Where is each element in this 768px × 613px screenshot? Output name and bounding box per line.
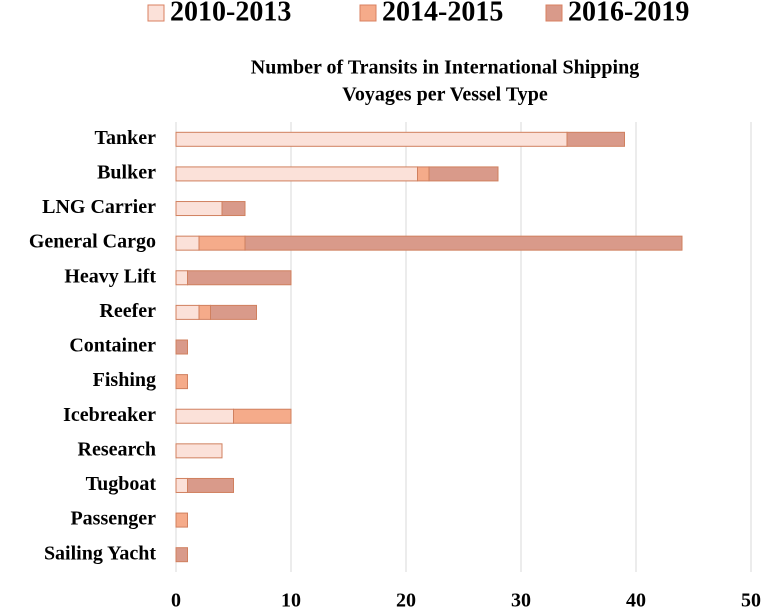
bar-segment <box>175 512 188 528</box>
bar-segment <box>175 374 188 390</box>
x-tick-label: 40 <box>626 590 646 612</box>
y-tick-label: Reefer <box>99 300 156 322</box>
x-tick-label: 30 <box>511 590 531 612</box>
y-tick-label: Passenger <box>70 508 156 530</box>
x-tick-label: 50 <box>741 590 761 612</box>
bar-segment <box>175 270 188 286</box>
chart-subtitle: Voyages per Vessel Type <box>342 84 548 106</box>
bar-segment <box>175 477 188 493</box>
bar-segment <box>244 235 683 251</box>
bar-segment <box>175 339 188 355</box>
bar-segment <box>175 166 418 182</box>
y-tick-label: Sailing Yacht <box>44 542 156 564</box>
legend-swatch <box>359 4 377 22</box>
y-tick-label: Container <box>69 335 156 357</box>
y-tick-label: Heavy Lift <box>64 265 156 287</box>
bar-segment <box>175 304 200 320</box>
y-tick-label: General Cargo <box>29 231 156 253</box>
x-tick-label: 10 <box>281 590 301 612</box>
bar-segment <box>175 201 223 217</box>
bar-segment <box>175 131 568 147</box>
bar-segment <box>175 443 223 459</box>
legend-label: 2010-2013 <box>170 0 291 27</box>
legend-swatch <box>545 4 563 22</box>
y-tick-label: Icebreaker <box>63 404 156 426</box>
y-tick-label: Fishing <box>93 369 156 391</box>
bar-segment <box>210 304 257 320</box>
y-tick-label: Research <box>78 438 157 460</box>
bar-segment <box>187 477 234 493</box>
x-tick-label: 0 <box>171 590 181 612</box>
bar-segment <box>175 235 200 251</box>
y-tick-label: Bulker <box>97 162 156 184</box>
bar-segment <box>198 235 246 251</box>
bar-segment <box>175 547 188 563</box>
chart-title: Number of Transits in International Ship… <box>251 57 639 79</box>
bar-segment <box>221 201 246 217</box>
bar-segment <box>233 408 292 424</box>
y-tick-label: LNG Carrier <box>42 196 156 218</box>
bar-segment <box>428 166 499 182</box>
bar-segment <box>187 270 292 286</box>
bar-segment <box>175 408 234 424</box>
x-tick-label: 20 <box>396 590 416 612</box>
bar-segment <box>417 166 430 182</box>
legend-label: 2014-2015 <box>382 0 503 27</box>
bar-segment <box>566 131 625 147</box>
legend-swatch <box>147 4 165 22</box>
bar-segment <box>198 304 211 320</box>
legend-label: 2016-2019 <box>568 0 689 27</box>
y-tick-label: Tanker <box>94 127 156 149</box>
y-tick-label: Tugboat <box>86 473 157 495</box>
